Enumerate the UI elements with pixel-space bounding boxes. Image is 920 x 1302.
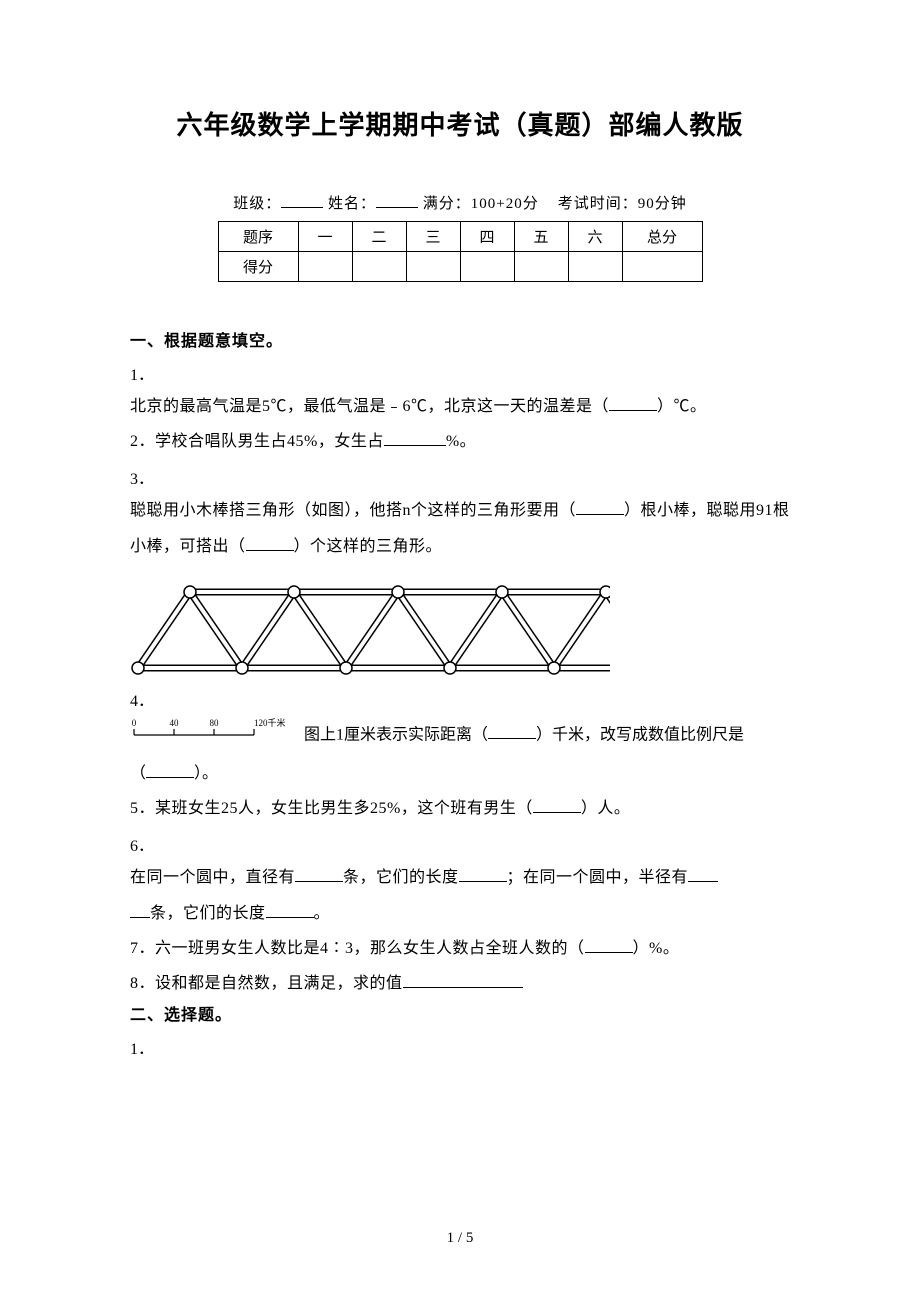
blank bbox=[533, 799, 581, 813]
q3-number: 3． bbox=[130, 465, 790, 489]
q7-text-b: ）%。 bbox=[633, 940, 680, 957]
q3-text-a: 聪聪用小木棒搭三角形（如图），他搭n个这样的三角形要用（ bbox=[130, 502, 576, 519]
name-blank bbox=[376, 192, 418, 208]
blank bbox=[266, 904, 314, 918]
row2-label: 得分 bbox=[218, 252, 298, 282]
col-header: 总分 bbox=[622, 222, 702, 252]
blank bbox=[295, 868, 343, 882]
score-cell bbox=[568, 252, 622, 282]
q5-text: 5．某班女生25人，女生比男生多25%，这个班有男生（ ）人。 bbox=[130, 791, 790, 826]
svg-text:80: 80 bbox=[210, 718, 220, 728]
q8-text: 8．设和都是自然数，且满足，求的值 bbox=[130, 966, 790, 1001]
page-footer: 1 / 5 bbox=[0, 1230, 920, 1247]
scale-figure: 0 40 80 120千米 bbox=[130, 715, 300, 756]
blank bbox=[585, 939, 633, 953]
q6-text-a: 在同一个圆中，直径有 bbox=[130, 869, 295, 886]
time-label: 考试时间： bbox=[558, 196, 638, 212]
q4-number: 4． bbox=[130, 687, 790, 711]
q1-number: 1． bbox=[130, 361, 790, 385]
col-header: 五 bbox=[514, 222, 568, 252]
score-cell bbox=[352, 252, 406, 282]
score-cell bbox=[406, 252, 460, 282]
time-value: 90分钟 bbox=[638, 196, 687, 212]
blank bbox=[576, 501, 624, 515]
q6-text-e: 。 bbox=[314, 905, 331, 922]
section-1-heading: 一、根据题意填空。 bbox=[130, 327, 790, 351]
blank bbox=[146, 764, 194, 778]
blank bbox=[403, 974, 523, 988]
blank bbox=[459, 868, 507, 882]
q3-text-b: ）根小棒 bbox=[624, 502, 690, 519]
svg-text:40: 40 bbox=[170, 718, 180, 728]
q6-text-c: ；在同一个圆中，半径有 bbox=[507, 869, 689, 886]
col-header: 四 bbox=[460, 222, 514, 252]
svg-text:120千米: 120千米 bbox=[254, 717, 286, 728]
score-cell bbox=[460, 252, 514, 282]
q4-text-d: ）。 bbox=[194, 765, 218, 782]
blank bbox=[130, 904, 150, 918]
q6-text-b: 条，它们的长度 bbox=[343, 869, 459, 886]
exam-info-line: 班级： 姓名： 满分：100+20分 考试时间：90分钟 bbox=[130, 192, 790, 213]
page-title: 六年级数学上学期期中考试（真题）部编人教版 bbox=[130, 105, 790, 142]
table-row: 题序 一 二 三 四 五 六 总分 bbox=[218, 222, 702, 252]
q2-text-a: 2．学校合唱队男生占45%，女生占 bbox=[130, 433, 384, 450]
score-table: 题序 一 二 三 四 五 六 总分 得分 bbox=[218, 221, 703, 282]
q4-text-line2: （ ）。 bbox=[130, 756, 790, 791]
q5-text-a: 5．某班女生25人，女生比男生多25%，这个班有男生（ bbox=[130, 800, 533, 817]
q1-text: 北京的最高气温是5℃，最低气温是﹣6℃，北京这一天的温差是（ ）℃。 bbox=[130, 389, 790, 424]
q8-text-a: 8．设和都是自然数，且满足，求的值 bbox=[130, 975, 403, 992]
q2-text-b: %。 bbox=[446, 433, 476, 450]
col-header: 三 bbox=[406, 222, 460, 252]
fullscore-label: 满分： bbox=[423, 196, 471, 212]
section-2-heading: 二、选择题。 bbox=[130, 1001, 790, 1025]
q3-text: 聪聪用小木棒搭三角形（如图），他搭n个这样的三角形要用（）根小棒，聪聪用91根小… bbox=[130, 493, 790, 563]
blank bbox=[688, 868, 718, 882]
q1-text-a: 北京的最高气温是5℃，最低气温是﹣6℃，北京这一天的温差是（ bbox=[130, 398, 609, 415]
row1-label: 题序 bbox=[218, 222, 298, 252]
q3-text-d: ）个这样的三角形。 bbox=[294, 538, 443, 555]
blank bbox=[488, 725, 536, 739]
col-header: 六 bbox=[568, 222, 622, 252]
q4-text: 0 40 80 120千米 图上1厘米表示实际距离（ ）千米，改写成数值比例尺是 bbox=[130, 715, 790, 756]
q6-text-line2: 条，它们的长度 。 bbox=[130, 896, 790, 931]
col-header: 一 bbox=[298, 222, 352, 252]
q7-text-a: 7．六一班男女生人数比是4∶3，那么女生人数占全班人数的（ bbox=[130, 940, 585, 957]
q6-number: 6． bbox=[130, 832, 790, 856]
col-header: 二 bbox=[352, 222, 406, 252]
svg-text:0: 0 bbox=[132, 718, 137, 728]
q1-text-b: ）℃。 bbox=[657, 398, 707, 415]
triangle-figure bbox=[130, 584, 790, 681]
fullscore-value: 100+20分 bbox=[471, 196, 539, 212]
q5-text-b: ）人。 bbox=[581, 800, 631, 817]
score-cell bbox=[514, 252, 568, 282]
q6-text-d: 条，它们的长度 bbox=[150, 905, 266, 922]
score-cell bbox=[298, 252, 352, 282]
blank bbox=[246, 537, 294, 551]
score-cell bbox=[622, 252, 702, 282]
blank bbox=[609, 397, 657, 411]
sec2-q1-number: 1． bbox=[130, 1035, 790, 1059]
class-label: 班级： bbox=[233, 196, 281, 212]
q4-text-c: （ bbox=[130, 765, 146, 782]
blank bbox=[384, 432, 446, 446]
class-blank bbox=[281, 192, 323, 208]
q2-text: 2．学校合唱队男生占45%，女生占 %。 bbox=[130, 424, 790, 459]
q4-text-b: ）千米，改写成数值比例尺是 bbox=[536, 726, 744, 743]
name-label: 姓名： bbox=[328, 196, 376, 212]
q7-text: 7．六一班男女生人数比是4∶3，那么女生人数占全班人数的（ ）%。 bbox=[130, 931, 790, 966]
table-row: 得分 bbox=[218, 252, 702, 282]
q4-text-a: 图上1厘米表示实际距离（ bbox=[304, 726, 488, 743]
q6-text: 在同一个圆中，直径有 条，它们的长度 ；在同一个圆中，半径有 bbox=[130, 860, 790, 895]
